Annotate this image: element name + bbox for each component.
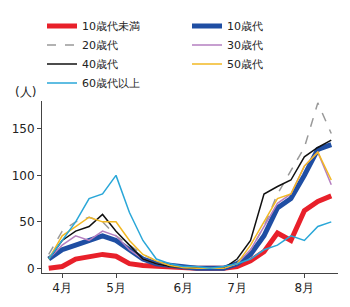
svg-text:50歳代: 50歳代 xyxy=(227,58,263,71)
svg-text:7月: 7月 xyxy=(227,281,247,295)
svg-text:10歳代未満: 10歳代未満 xyxy=(82,20,140,33)
svg-text:100: 100 xyxy=(12,169,35,183)
svg-text:10歳代: 10歳代 xyxy=(227,20,263,33)
svg-text:8月: 8月 xyxy=(295,281,315,295)
svg-text:150: 150 xyxy=(12,122,35,136)
svg-text:6月: 6月 xyxy=(173,281,193,295)
svg-text:30歳代: 30歳代 xyxy=(227,39,263,52)
svg-text:(人): (人) xyxy=(15,85,36,99)
svg-text:50: 50 xyxy=(19,215,34,229)
svg-text:60歳代以上: 60歳代以上 xyxy=(82,77,140,90)
svg-text:40歳代: 40歳代 xyxy=(82,58,118,71)
svg-text:20歳代: 20歳代 xyxy=(82,39,118,52)
svg-text:0: 0 xyxy=(27,262,35,276)
svg-text:5月: 5月 xyxy=(106,281,126,295)
svg-text:4月: 4月 xyxy=(52,281,72,295)
